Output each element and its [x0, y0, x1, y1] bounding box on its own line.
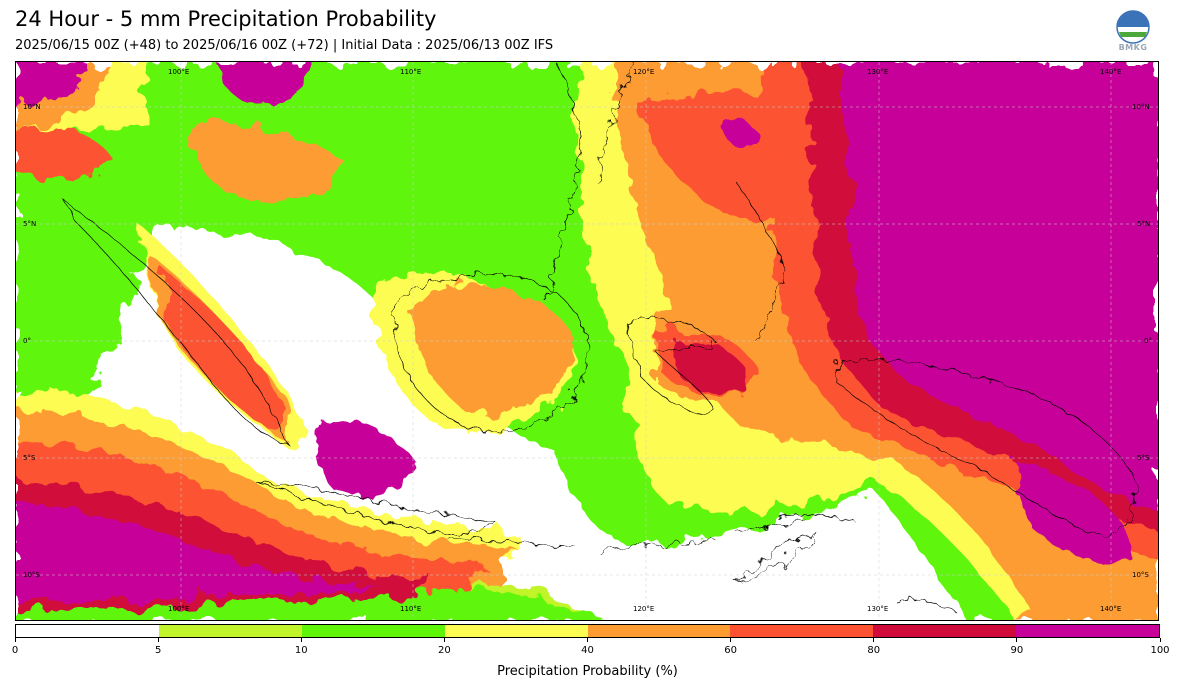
lon-label-bottom-140: 140°E: [1100, 605, 1122, 613]
bmkg-logo-icon: [1116, 10, 1150, 44]
colorbar-segment-10-20: [301, 625, 445, 637]
colorbar-segment-80-90: [873, 625, 1017, 637]
colorbar-segment-60-80: [730, 625, 874, 637]
colorbar-segment-5-10: [158, 625, 302, 637]
colorbar-segment-0-5: [16, 625, 159, 637]
colorbar: [15, 624, 1160, 638]
colorbar-tick-label: 100: [1150, 645, 1170, 656]
map-title: 24 Hour - 5 mm Precipitation Probability: [15, 7, 437, 31]
colorbar-tick-mark: [730, 638, 732, 642]
colorbar-title: Precipitation Probability (%): [497, 664, 678, 679]
lat-label-left-0: 0°: [23, 337, 31, 345]
colorbar-tick-mark: [14, 638, 16, 642]
colorbar-tick-label: 40: [581, 645, 594, 656]
graticule: [16, 62, 1158, 620]
colorbar-tick-label: 60: [724, 645, 737, 656]
logo-text: BMKG: [1118, 43, 1148, 52]
lon-label-top-120: 120°E: [633, 68, 655, 76]
colorbar-tick-label: 5: [154, 645, 162, 656]
colorbar-tick-mark: [873, 638, 875, 642]
lon-label-top-130: 130°E: [867, 68, 889, 76]
lon-label-bottom-110: 110°E: [400, 605, 422, 613]
colorbar-tick-mark: [587, 638, 588, 642]
lon-label-top-110: 110°E: [400, 68, 422, 76]
lat-label-left-5n: 5°N: [23, 220, 37, 228]
map-canvas: [16, 62, 1158, 620]
colorbar-tick-mark: [1016, 638, 1018, 642]
lat-label-right-5n: 5°N: [1137, 220, 1151, 228]
colorbar-tick-mark: [300, 638, 302, 642]
lon-label-bottom-120: 120°E: [633, 605, 655, 613]
colorbar-tick-label: 10: [294, 645, 308, 656]
lon-label-top-140: 140°E: [1100, 68, 1122, 76]
lat-label-right-10n: 10°N: [1132, 103, 1150, 111]
lat-label-left-10s: 10°S: [23, 571, 40, 579]
colorbar-tick-mark: [157, 638, 159, 642]
map-subtitle: 2025/06/15 00Z (+48) to 2025/06/16 00Z (…: [15, 38, 554, 53]
precipitation-map: 100°E 110°E 120°E 130°E 140°E 100°E 110°…: [15, 61, 1159, 621]
prob-90-100-area: [16, 62, 1158, 602]
lat-label-right-5s: 5°S: [1137, 454, 1150, 462]
lat-label-left-10n: 10°N: [23, 103, 41, 111]
lat-label-right-10s: 10°S: [1132, 571, 1149, 579]
colorbar-tick-mark: [443, 638, 445, 642]
colorbar-tick-label: 90: [1010, 645, 1024, 656]
colorbar-tick-label: 20: [438, 645, 451, 656]
colorbar-tick-label: 0: [11, 645, 19, 656]
colorbar-tick-mark: [1159, 638, 1161, 642]
lat-label-left-5s: 5°S: [23, 454, 36, 462]
colorbar-tick-label: 80: [867, 645, 881, 656]
colorbar-segment-90-100: [1016, 625, 1159, 637]
lon-label-bottom-130: 130°E: [867, 605, 889, 613]
colorbar-segment-40-60: [587, 625, 731, 637]
coastlines: [65, 62, 1137, 613]
lat-label-right-0: 0°: [1144, 337, 1152, 345]
lon-label-bottom-100: 100°E: [168, 605, 190, 613]
colorbar-segment-20-40: [444, 625, 588, 637]
lon-label-top-100: 100°E: [168, 68, 190, 76]
